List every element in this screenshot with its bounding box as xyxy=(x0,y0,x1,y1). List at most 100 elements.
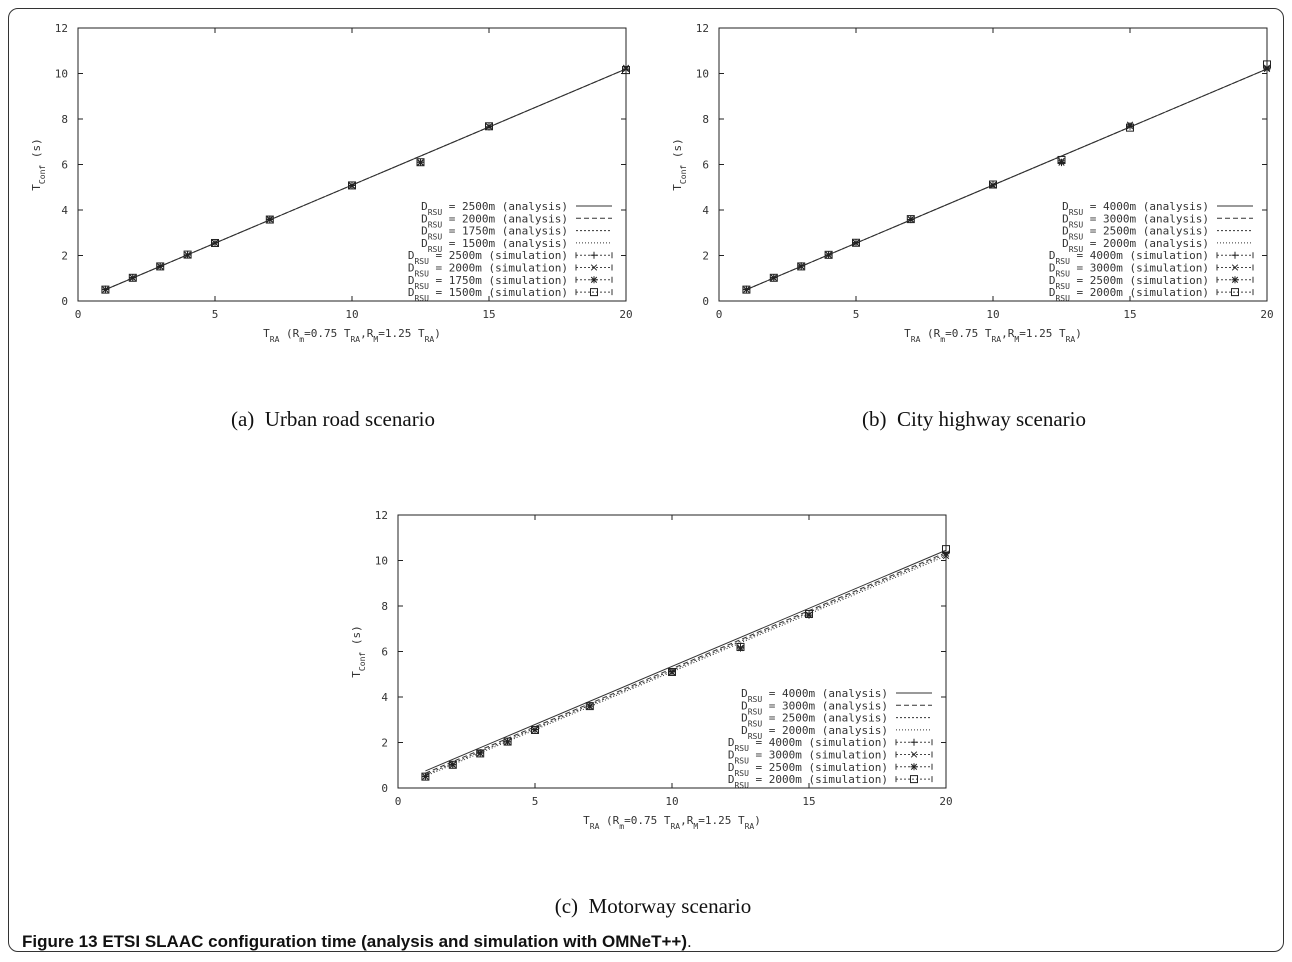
caption-c-text: Motorway scenario xyxy=(588,894,752,918)
data-point xyxy=(907,216,915,224)
data-point xyxy=(476,749,485,758)
x-tick-label: 5 xyxy=(212,308,219,321)
caption-c: (c) Motorway scenario xyxy=(346,894,960,919)
x-axis-label: TRA (Rm=0.75 TRA,RM=1.25 TRA) xyxy=(904,327,1082,344)
legend-marker xyxy=(1231,288,1239,297)
x-tick-label: 15 xyxy=(1123,308,1136,321)
chart-a: 0 2 4 6 8 10 12 0 5 10 15 20 TRA (Rm=0.75 TRA,RM=1.2… xyxy=(30,22,633,344)
data-point xyxy=(736,642,745,651)
data-point xyxy=(503,737,512,746)
chart-panel-c: 0 2 4 6 8 10 12 0 5 10 15 20 TRA (Rm=0.75 TRA,RM=1.2… xyxy=(346,505,962,835)
y-tick-label: 4 xyxy=(702,204,709,217)
data-point xyxy=(586,702,594,710)
data-point xyxy=(770,274,778,282)
y-tick-label: 0 xyxy=(702,295,709,308)
x-tick-label: 15 xyxy=(802,795,815,808)
x-tick-label: 10 xyxy=(986,308,999,321)
data-point xyxy=(211,238,219,247)
legend-label: DRSU = 2000m (simulation) xyxy=(728,773,888,790)
data-point xyxy=(128,273,137,282)
legend-marker xyxy=(590,251,598,259)
data-point xyxy=(585,702,594,711)
x-tick-label: 5 xyxy=(532,795,539,808)
legend-label: DRSU = 2500m (analysis) xyxy=(741,712,888,729)
x-tick-label: 5 xyxy=(853,308,860,321)
legend-marker xyxy=(590,264,598,271)
legend-label: DRSU = 2000m (analysis) xyxy=(741,724,888,741)
y-tick-label: 4 xyxy=(61,204,68,217)
data-point xyxy=(184,251,192,259)
x-tick-label: 20 xyxy=(1260,308,1273,321)
series-line xyxy=(105,68,627,291)
series-6 xyxy=(101,65,630,294)
data-point xyxy=(485,123,493,131)
data-point xyxy=(421,773,429,781)
caption-a-text: Urban road scenario xyxy=(264,407,436,431)
y-tick-label: 12 xyxy=(696,22,709,35)
data-point xyxy=(942,550,950,558)
legend-label: DRSU = 1500m (simulation) xyxy=(408,286,568,303)
data-point xyxy=(531,725,539,734)
data-point xyxy=(156,262,164,270)
y-tick-label: 0 xyxy=(381,782,388,795)
x-tick-label: 10 xyxy=(665,795,678,808)
figure-caption-end: . xyxy=(687,932,692,951)
data-point xyxy=(797,262,805,270)
y-tick-label: 0 xyxy=(61,295,68,308)
legend-label: DRSU = 2000m (simulation) xyxy=(408,262,568,279)
y-tick-label: 2 xyxy=(61,250,68,263)
y-tick-label: 12 xyxy=(375,509,388,522)
legend-marker xyxy=(910,751,918,758)
data-point xyxy=(476,749,484,757)
data-point xyxy=(769,273,778,282)
data-point xyxy=(348,181,356,189)
data-point xyxy=(824,250,833,259)
caption-b-text: City highway scenario xyxy=(897,407,1086,431)
legend-label: DRSU = 2000m (analysis) xyxy=(1062,237,1209,254)
series-line xyxy=(425,555,947,777)
x-tick-label: 20 xyxy=(619,308,632,321)
data-point xyxy=(129,274,137,282)
legend-label: DRSU = 4000m (analysis) xyxy=(1062,200,1209,217)
y-axis-label: TConf (s) xyxy=(30,138,47,190)
data-point xyxy=(421,772,430,781)
data-point xyxy=(101,285,110,294)
y-tick-label: 6 xyxy=(702,159,709,172)
legend-marker xyxy=(1231,251,1239,259)
data-point xyxy=(101,286,109,294)
caption-a-label: (a) xyxy=(230,407,255,431)
legend-label: DRSU = 4000m (simulation) xyxy=(1049,249,1209,266)
data-point xyxy=(183,250,192,259)
series-1 xyxy=(425,552,947,774)
data-point xyxy=(622,66,630,75)
series-7 xyxy=(742,60,1271,294)
legend-label: DRSU = 2500m (simulation) xyxy=(408,249,568,266)
data-point xyxy=(1057,155,1066,164)
legend-marker xyxy=(1231,264,1239,271)
chart-b: 0 2 4 6 8 10 12 0 5 10 15 20 TRA (Rm=0.75 TRA,RM=1.2… xyxy=(671,22,1274,344)
data-point xyxy=(989,180,997,189)
y-tick-label: 8 xyxy=(702,113,709,126)
data-point xyxy=(1058,159,1065,167)
y-tick-label: 8 xyxy=(61,113,68,126)
chart-panel-a: 0 2 4 6 8 10 12 0 5 10 15 20 TRA (Rm=0.75 TRA,RM=1.2… xyxy=(26,18,642,348)
y-tick-label: 2 xyxy=(381,737,388,750)
data-point xyxy=(852,238,860,247)
data-point xyxy=(906,215,915,224)
legend-marker xyxy=(590,288,598,297)
data-point xyxy=(211,239,219,247)
figure-caption: Figure 13 ETSI SLAAC configuration time … xyxy=(22,932,692,952)
x-tick-label: 0 xyxy=(395,795,402,808)
series-3 xyxy=(105,68,627,291)
x-axis-label: TRA (Rm=0.75 TRA,RM=1.25 TRA) xyxy=(583,814,761,831)
legend-label: DRSU = 4000m (analysis) xyxy=(741,687,888,704)
data-point xyxy=(742,286,750,294)
legend-label: DRSU = 1750m (analysis) xyxy=(421,225,568,242)
data-point xyxy=(668,667,676,676)
legend-label: DRSU = 1750m (simulation) xyxy=(408,274,568,291)
data-point xyxy=(485,122,493,131)
series-6 xyxy=(421,550,950,781)
series-0 xyxy=(425,549,947,772)
caption-a: (a) Urban road scenario xyxy=(26,407,640,432)
data-point xyxy=(266,215,274,223)
